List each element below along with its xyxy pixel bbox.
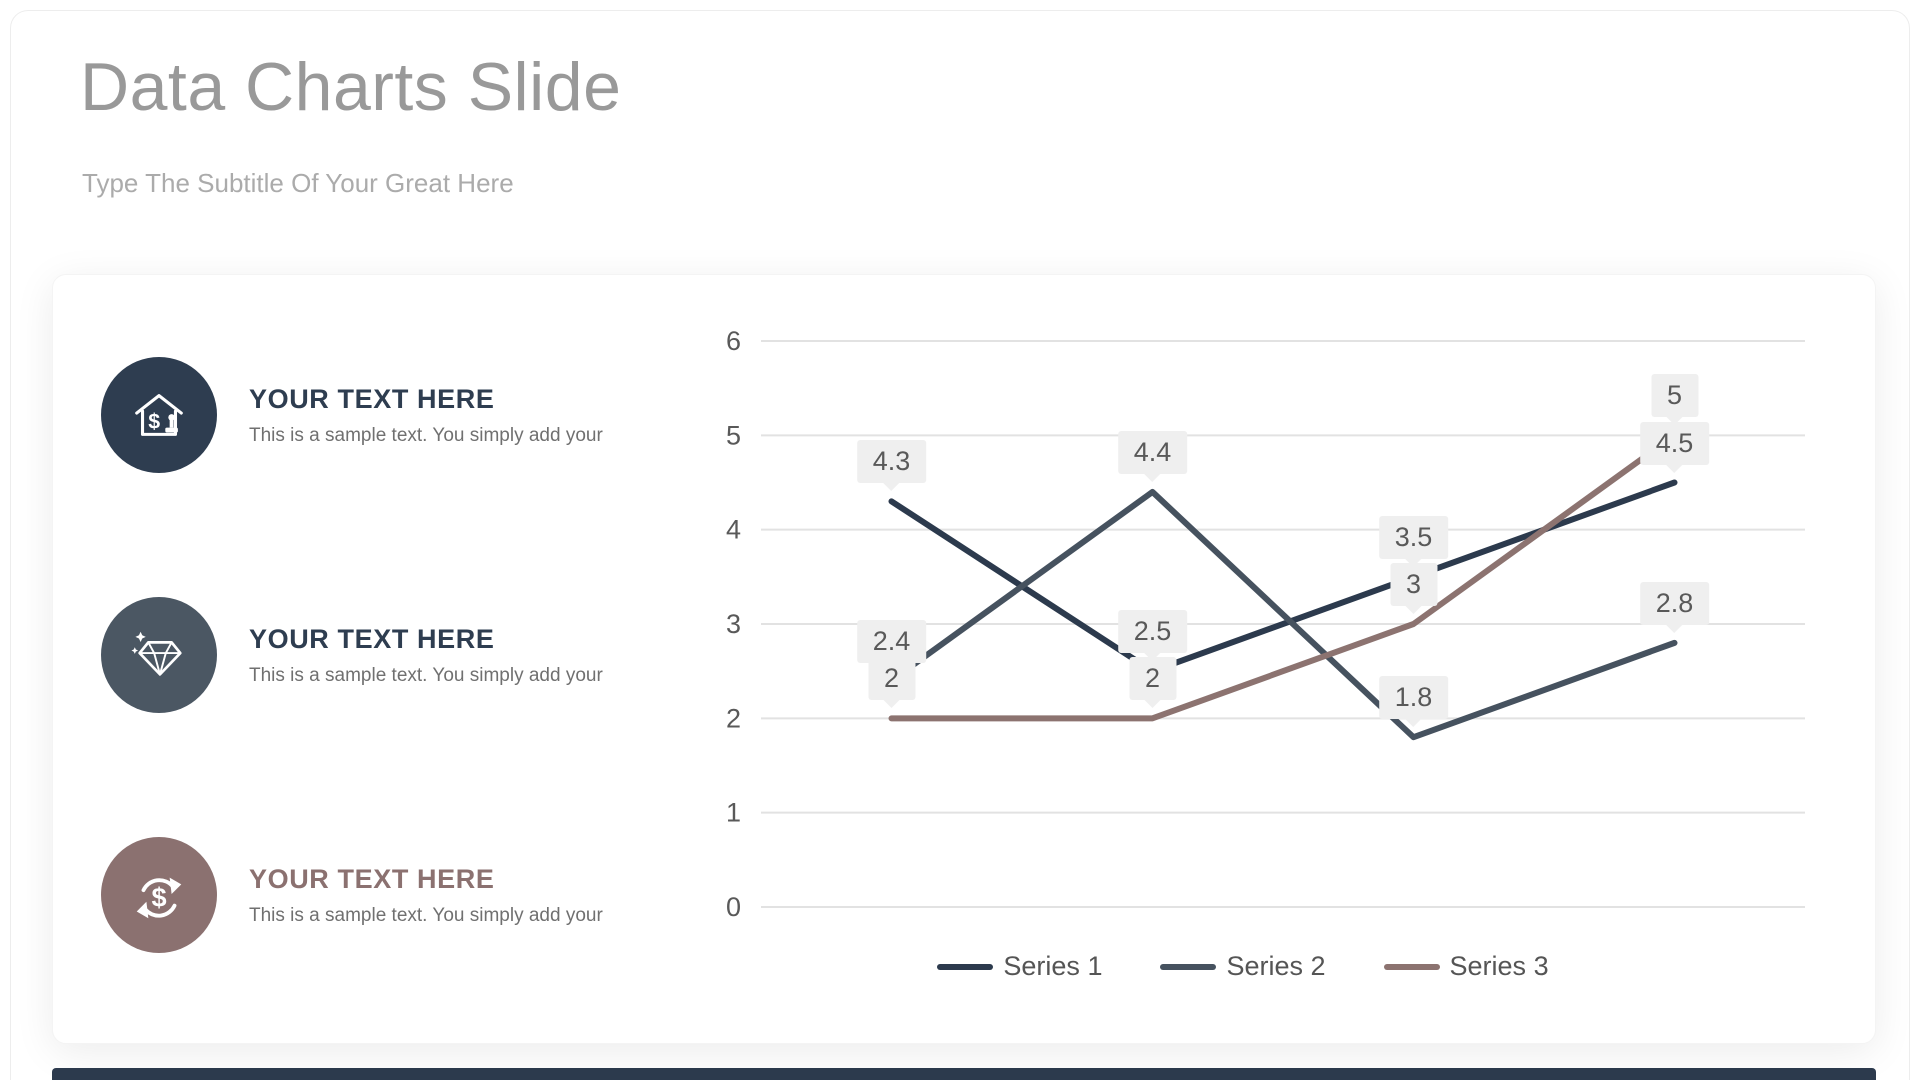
data-label: 3.5 bbox=[1378, 515, 1449, 559]
series-line bbox=[888, 479, 1678, 675]
page-title: Data Charts Slide bbox=[80, 49, 622, 125]
data-label: 4.4 bbox=[1117, 430, 1188, 474]
legend-item: Series 1 bbox=[937, 951, 1102, 982]
feature-body: This is a sample text. You simply add yo… bbox=[249, 904, 603, 926]
legend-item: Series 3 bbox=[1383, 951, 1549, 982]
data-label: 2 bbox=[867, 657, 916, 701]
feature-body: This is a sample text. You simply add yo… bbox=[249, 424, 603, 446]
legend-swatch bbox=[937, 963, 994, 970]
content-card: $ YOUR TEXT HERE This is a sample text. … bbox=[52, 274, 1876, 1044]
feature-item-2: YOUR TEXT HERE This is a sample text. Yo… bbox=[101, 597, 661, 713]
feature-circle: $ bbox=[101, 837, 217, 953]
y-axis-tick-label: 0 bbox=[726, 892, 741, 922]
data-label: 2 bbox=[1128, 657, 1177, 701]
legend-item: Series 2 bbox=[1160, 951, 1326, 982]
feature-circle bbox=[101, 597, 217, 713]
footer-accent-bar bbox=[52, 1068, 1876, 1080]
legend-label: Series 1 bbox=[1003, 951, 1103, 981]
data-label: 2.5 bbox=[1117, 610, 1188, 654]
y-axis-tick-label: 6 bbox=[726, 326, 741, 356]
chart-plot-area: 0 1 2 3 4 5 6 bbox=[726, 326, 1805, 922]
y-axis-tick-label: 2 bbox=[726, 703, 741, 733]
house-dollar-icon: $ bbox=[135, 394, 183, 436]
series-line bbox=[888, 488, 1678, 741]
data-label: 2.4 bbox=[856, 619, 927, 663]
svg-text:$: $ bbox=[151, 882, 166, 913]
legend-swatch bbox=[1383, 963, 1440, 970]
feature-heading: YOUR TEXT HERE bbox=[249, 863, 495, 894]
feature-body: This is a sample text. You simply add yo… bbox=[249, 664, 603, 686]
svg-text:$: $ bbox=[148, 410, 160, 434]
data-label: 1.8 bbox=[1378, 676, 1449, 720]
feature-item-1: $ YOUR TEXT HERE This is a sample text. … bbox=[101, 357, 661, 473]
feature-heading: YOUR TEXT HERE bbox=[249, 623, 495, 654]
y-axis-tick-label: 5 bbox=[726, 420, 741, 450]
y-axis-tick-label: 3 bbox=[726, 609, 741, 639]
data-label: 4.3 bbox=[856, 440, 927, 484]
y-axis-tick-label: 4 bbox=[726, 515, 741, 545]
data-label: 2.8 bbox=[1639, 581, 1710, 625]
y-axis-tick-label: 1 bbox=[726, 798, 741, 828]
chart-legend: Series 1 Series 2 Series 3 bbox=[653, 951, 1833, 982]
legend-label: Series 3 bbox=[1449, 951, 1549, 981]
data-label: 3 bbox=[1389, 563, 1438, 606]
feature-item-3: $ YOUR TEXT HERE This is a sample text. … bbox=[101, 837, 661, 953]
dollar-refresh-icon: $ bbox=[136, 877, 182, 919]
page-subtitle: Type The Subtitle Of Your Great Here bbox=[82, 168, 514, 198]
legend-swatch bbox=[1160, 963, 1217, 970]
feature-heading: YOUR TEXT HERE bbox=[249, 383, 495, 414]
feature-circle: $ bbox=[101, 357, 217, 473]
line-chart: 0 1 2 3 4 5 6 4.3 2.5 3.5 4.5 2.4 4.4 1.8 2.8 2 2 3 5 Ser… bbox=[653, 295, 1833, 1025]
data-label: 4.5 bbox=[1639, 421, 1710, 465]
gem-icon bbox=[131, 631, 182, 676]
data-label: 5 bbox=[1650, 374, 1699, 418]
series-line bbox=[888, 432, 1678, 722]
legend-label: Series 2 bbox=[1226, 951, 1326, 981]
